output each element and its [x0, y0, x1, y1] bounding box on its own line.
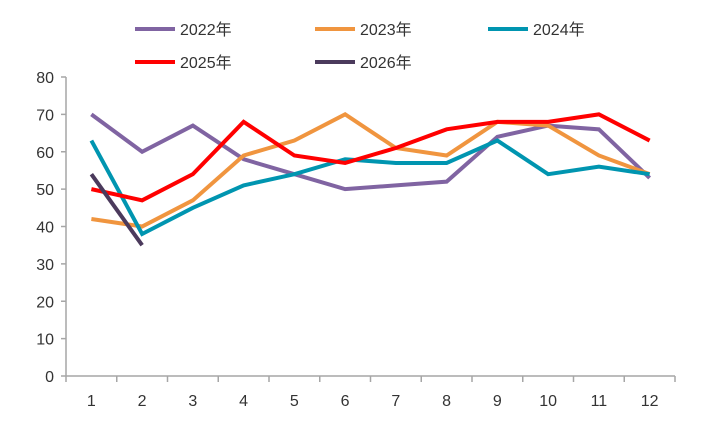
x-tick-label: 11: [591, 393, 608, 410]
y-tick-label: 30: [36, 257, 54, 274]
legend-label: 2023年: [360, 21, 412, 39]
y-tick-label: 60: [36, 145, 54, 162]
legend-label: 2026年: [360, 54, 412, 72]
x-tick-label: 3: [188, 393, 197, 410]
x-tick-label: 1: [87, 393, 96, 410]
y-tick-label: 10: [36, 332, 54, 349]
legend-label: 2025年: [180, 54, 232, 72]
x-tick-label: 12: [641, 393, 659, 410]
series-line-2023: [91, 112, 651, 229]
y-tick-label: 80: [36, 70, 54, 87]
y-tick-label: 0: [45, 369, 54, 386]
legend-label: 2022年: [180, 21, 232, 39]
y-tick-label: 50: [36, 182, 54, 199]
x-tick-label: 7: [391, 393, 400, 410]
x-tick-label: 5: [290, 393, 299, 410]
x-tick-label: 10: [539, 393, 557, 410]
x-tick-label: 6: [341, 393, 350, 410]
x-tick-label: 2: [138, 393, 147, 410]
y-tick-label: 40: [36, 220, 54, 237]
series-line-2026: [89, 173, 144, 247]
series-line-2025: [90, 112, 651, 203]
y-tick-label: 70: [36, 107, 54, 124]
series-line-2022: [90, 112, 652, 192]
series-line-2024: [89, 138, 650, 237]
x-tick-label: 8: [442, 393, 451, 410]
legend-label: 2024年: [533, 21, 585, 39]
y-tick-label: 20: [36, 294, 54, 311]
x-tick-label: 4: [239, 393, 248, 410]
x-tick-label: 9: [493, 393, 502, 410]
